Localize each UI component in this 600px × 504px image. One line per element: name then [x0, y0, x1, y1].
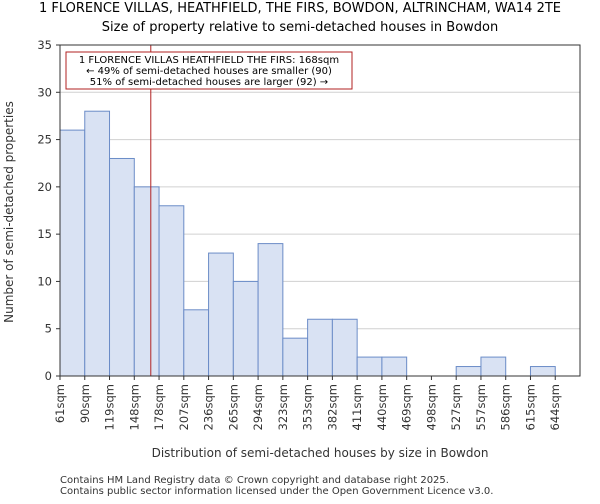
y-tick-label: 20 [37, 180, 52, 194]
chart-title: 1 FLORENCE VILLAS, HEATHFIELD, THE FIRS,… [39, 1, 561, 16]
bar-90sqm [84, 110, 111, 377]
x-tick-label: 586sqm [499, 384, 513, 430]
bar-527sqm [455, 366, 482, 377]
bar-323sqm [282, 337, 309, 377]
y-tick-label: 5 [45, 322, 52, 336]
x-tick-label: 353sqm [301, 384, 315, 430]
chart-subtitle: Size of property relative to semi-detach… [102, 20, 498, 35]
y-tick-label: 10 [37, 274, 52, 288]
bar-353sqm [307, 318, 333, 377]
x-tick-label: 469sqm [400, 384, 414, 430]
x-tick-label: 119sqm [103, 384, 117, 430]
x-tick-label: 236sqm [202, 384, 216, 430]
plot-area-frame [59, 44, 581, 377]
x-tick-label: 644sqm [548, 384, 562, 430]
x-tick-label: 498sqm [424, 384, 438, 430]
y-tick-label: 35 [37, 38, 52, 52]
x-tick-label: 323sqm [276, 384, 290, 430]
x-tick-label: 615sqm [523, 384, 537, 430]
footer-licence: Contains public sector information licen… [60, 486, 493, 497]
bar-178sqm [158, 205, 185, 377]
annotation-line-2: ← 49% of semi-detached houses are smalle… [86, 66, 332, 77]
footer-copyright: Contains HM Land Registry data © Crown c… [60, 475, 449, 486]
x-tick-label: 90sqm [78, 384, 92, 423]
bar-236sqm [208, 252, 234, 377]
annotation-box: 1 FLORENCE VILLAS HEATHFIELD THE FIRS: 1… [65, 51, 353, 90]
bar-61sqm [59, 129, 86, 377]
bar-294sqm [257, 243, 284, 377]
bar-148sqm [133, 186, 160, 377]
bar-440sqm [381, 356, 408, 377]
x-tick-label: 557sqm [474, 384, 488, 430]
y-tick-label: 0 [45, 369, 52, 383]
x-tick-label: 207sqm [177, 384, 191, 430]
bars [59, 110, 556, 377]
annotation-line-1: 1 FLORENCE VILLAS HEATHFIELD THE FIRS: 1… [79, 55, 339, 66]
bar-615sqm [529, 366, 556, 377]
x-tick-label: 382sqm [325, 384, 339, 430]
annotation-frame [65, 51, 353, 90]
x-tick-label: 178sqm [152, 384, 166, 430]
y-axis-label: Number of semi-detached properties [2, 101, 16, 323]
x-tick-label: 294sqm [251, 384, 265, 430]
bar-411sqm [356, 356, 383, 377]
annotation-line-3: 51% of semi-detached houses are larger (… [90, 77, 328, 88]
bar-382sqm [331, 318, 358, 377]
x-tick-label: 61sqm [53, 384, 67, 423]
y-tick-label: 25 [37, 133, 52, 147]
x-axis-label: Distribution of semi-detached houses by … [152, 446, 489, 460]
x-tick-label: 527sqm [449, 384, 463, 430]
bar-119sqm [109, 157, 135, 377]
x-tick-label: 440sqm [375, 384, 389, 430]
y-tick-label: 15 [37, 227, 52, 241]
x-tick-label: 148sqm [127, 384, 141, 430]
x-tick-label: 411sqm [350, 384, 364, 430]
y-axis-ticks: 0 5 10 15 20 25 30 35 [37, 38, 60, 383]
bar-265sqm [232, 280, 259, 377]
y-tick-label: 30 [37, 85, 52, 99]
x-tick-label: 265sqm [226, 384, 240, 430]
bar-207sqm [183, 309, 210, 377]
x-axis-ticks: 61sqm 90sqm 119sqm 148sqm 178sqm 207sqm 236sqm… [53, 376, 562, 430]
bar-557sqm [480, 356, 507, 377]
